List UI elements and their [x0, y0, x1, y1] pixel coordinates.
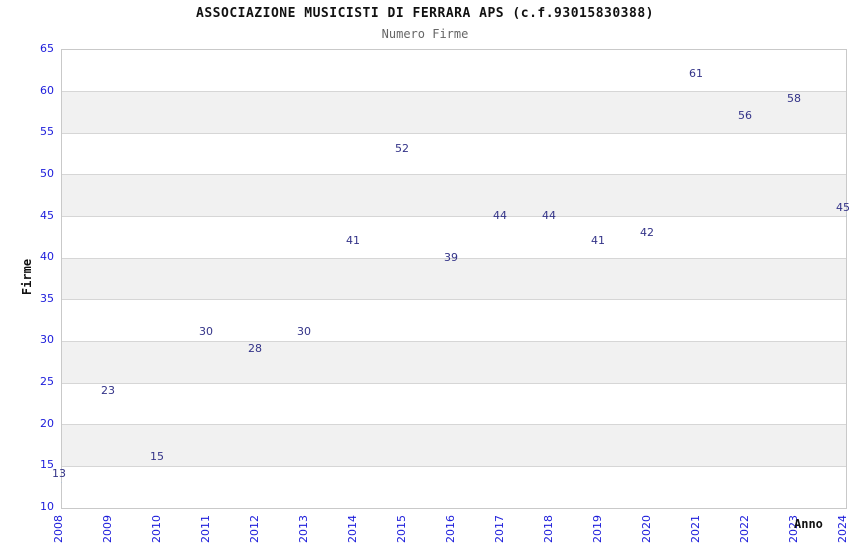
background-band [62, 258, 846, 300]
x-tick-label: 2020 [640, 515, 653, 543]
data-point-label: 61 [689, 67, 703, 81]
x-tick-label: 2024 [836, 515, 849, 543]
data-point-label: 28 [248, 342, 262, 356]
data-point-label: 42 [640, 225, 654, 239]
y-tick-label: 40 [40, 250, 54, 264]
background-band [62, 466, 846, 508]
chart-title: ASSOCIAZIONE MUSICISTI DI FERRARA APS (c… [196, 6, 654, 21]
gridline [62, 174, 846, 176]
gridline [62, 382, 846, 384]
background-band [62, 174, 846, 217]
x-tick-label: 2010 [150, 515, 163, 543]
y-tick-label: 25 [40, 375, 54, 389]
y-tick-label: 30 [40, 333, 54, 347]
data-point-label: 56 [738, 108, 752, 122]
x-axis-title: Anno [794, 517, 823, 531]
gridline [62, 216, 846, 218]
data-point-label: 41 [591, 233, 605, 247]
y-tick-label: 15 [40, 458, 54, 472]
x-tick-label: 2022 [738, 515, 751, 543]
x-tick-label: 2017 [493, 515, 506, 543]
background-band [62, 341, 846, 384]
x-tick-label: 2012 [248, 515, 261, 543]
gridline [62, 465, 846, 467]
background-band [62, 91, 846, 134]
data-point-label: 13 [52, 467, 66, 481]
data-point-label: 45 [836, 200, 850, 214]
y-tick-label: 55 [40, 125, 54, 139]
data-point-label: 39 [444, 250, 458, 264]
x-tick-label: 2011 [199, 515, 212, 543]
background-band [62, 424, 846, 467]
gridline [62, 257, 846, 259]
x-tick-label: 2021 [689, 515, 702, 543]
background-band [62, 299, 846, 342]
gridline [62, 340, 846, 342]
background-band [62, 133, 846, 175]
background-band [62, 383, 846, 425]
x-tick-label: 2009 [101, 515, 114, 543]
chart-subtitle: Numero Firme [381, 27, 469, 41]
x-tick-label: 2018 [542, 515, 555, 543]
y-tick-label: 60 [40, 83, 54, 97]
data-point-label: 52 [395, 142, 409, 156]
x-tick-label: 2013 [297, 515, 310, 543]
gridline [62, 132, 846, 134]
y-tick-label: 45 [40, 208, 54, 222]
gridline [62, 91, 846, 93]
data-point-label: 44 [542, 208, 556, 222]
x-tick-label: 2016 [444, 515, 457, 543]
data-point-label: 44 [493, 208, 507, 222]
x-tick-label: 2008 [52, 515, 65, 543]
background-band [62, 50, 846, 92]
y-tick-label: 35 [40, 291, 54, 305]
data-point-label: 30 [199, 325, 213, 339]
background-band [62, 216, 846, 259]
x-tick-label: 2019 [591, 515, 604, 543]
y-tick-label: 20 [40, 416, 54, 430]
data-point-label: 15 [150, 450, 164, 464]
y-tick-label: 65 [40, 42, 54, 55]
x-tick-label: 2014 [346, 515, 359, 543]
y-tick-label: 50 [40, 166, 54, 180]
plot-area: 13 23 15 30 28 30 41 52 39 44 44 41 42 61 56 58 45 [52, 49, 850, 509]
data-point-label: 23 [101, 383, 115, 397]
data-point-label: 41 [346, 233, 360, 247]
data-point-label: 30 [297, 325, 311, 339]
y-tick-label: 10 [40, 500, 54, 513]
data-point-label: 58 [787, 92, 801, 106]
gridline [62, 424, 846, 426]
gridline [62, 299, 846, 301]
x-tick-label: 2015 [395, 515, 408, 543]
